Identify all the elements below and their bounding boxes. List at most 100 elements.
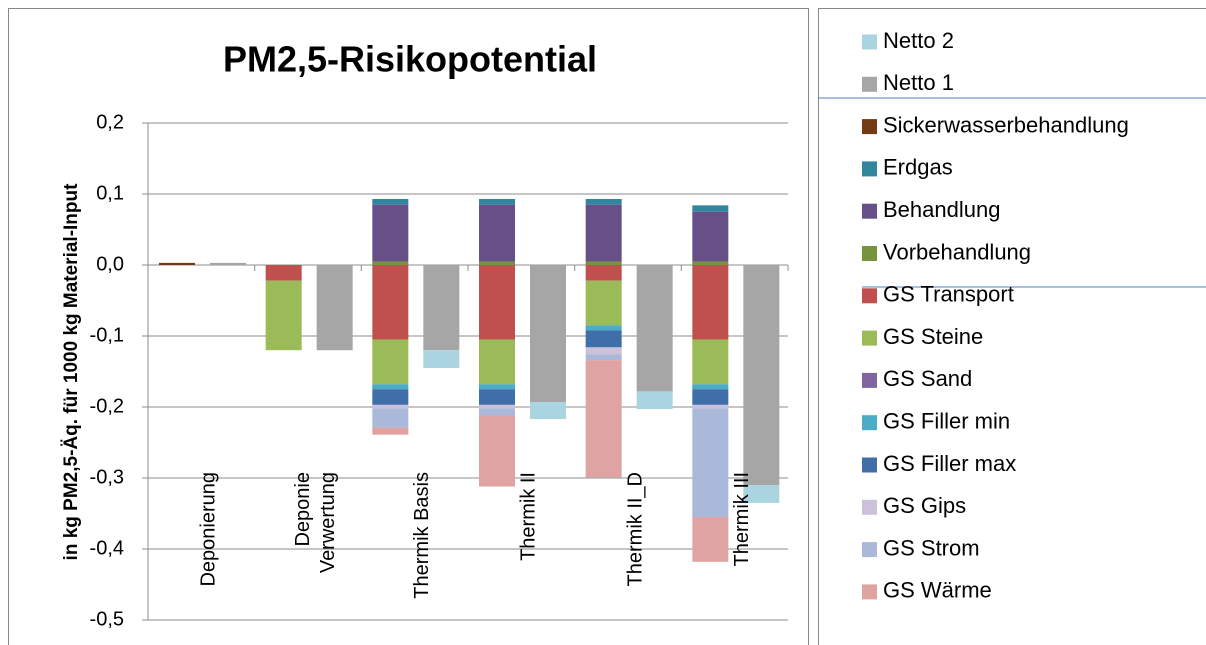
legend-label: Sickerwasserbehandlung bbox=[883, 112, 1129, 137]
bar-segment bbox=[479, 261, 515, 265]
legend-label: GS Sand bbox=[883, 366, 972, 391]
legend-swatch bbox=[862, 246, 877, 261]
legend-label: Netto 2 bbox=[883, 28, 954, 53]
bar-segment bbox=[692, 389, 729, 405]
legend-label: GS Filler max bbox=[883, 451, 1016, 476]
bar-segment bbox=[743, 265, 780, 486]
x-tick-label: Thermik Basis bbox=[411, 472, 433, 599]
bar-segment bbox=[585, 347, 622, 355]
y-tick-label: -0,3 bbox=[90, 466, 124, 488]
legend-swatch bbox=[862, 76, 877, 92]
bar-segment bbox=[585, 204, 622, 262]
bar-segment bbox=[479, 384, 515, 390]
bar-segment bbox=[210, 262, 246, 265]
legend-frame bbox=[818, 8, 1206, 645]
bar-segment bbox=[585, 265, 622, 281]
bar-segment bbox=[479, 389, 515, 405]
bar-segment bbox=[692, 408, 729, 518]
legend-label: Netto 1 bbox=[883, 70, 954, 95]
legend-label: GS Gips bbox=[883, 493, 966, 518]
y-tick-label: 0,1 bbox=[96, 182, 124, 204]
bar-segment bbox=[372, 261, 409, 265]
bar-segment bbox=[585, 325, 622, 331]
bar-segment bbox=[530, 265, 566, 403]
bar-segment bbox=[423, 350, 460, 368]
bar-segment bbox=[479, 408, 515, 416]
bar-segment bbox=[372, 404, 409, 409]
y-tick-label: -0,2 bbox=[90, 395, 124, 417]
bar-segment bbox=[585, 354, 622, 361]
bar-segment bbox=[372, 384, 409, 390]
legend-label: GS Transport bbox=[883, 282, 1014, 307]
bar-segment bbox=[636, 265, 673, 392]
bar-segment bbox=[265, 265, 302, 281]
bar-segment bbox=[372, 389, 409, 405]
x-tick-label: Thermik II_D bbox=[624, 472, 646, 586]
bar-segment bbox=[479, 415, 515, 487]
legend-swatch bbox=[862, 34, 877, 50]
chart-frame bbox=[8, 8, 809, 645]
bar-segment bbox=[479, 404, 515, 409]
legend-swatch bbox=[862, 415, 877, 431]
legend-swatch bbox=[862, 330, 877, 346]
bar-segment bbox=[479, 204, 515, 262]
bar-segment bbox=[316, 265, 353, 351]
bar-segment bbox=[692, 211, 729, 262]
legend-swatch bbox=[862, 584, 877, 600]
bar-segment bbox=[159, 262, 195, 265]
y-tick-label: -0,4 bbox=[90, 537, 124, 559]
bar-segment bbox=[372, 204, 409, 262]
legend-label: GS Wärme bbox=[883, 578, 992, 603]
bar-segment bbox=[585, 330, 622, 348]
bar-segment bbox=[479, 339, 515, 385]
bar-segment bbox=[372, 198, 409, 205]
legend-swatch bbox=[862, 542, 877, 558]
bar-segment bbox=[372, 427, 409, 435]
legend-label: GS Strom bbox=[883, 535, 980, 560]
x-tick-label: Thermik II bbox=[518, 472, 540, 561]
x-tick-label: Thermik III bbox=[731, 472, 753, 566]
bar-segment bbox=[372, 265, 409, 340]
bar-segment bbox=[265, 280, 302, 351]
bar-segment bbox=[530, 402, 566, 420]
bar-segment bbox=[585, 198, 622, 205]
bar-segment bbox=[479, 265, 515, 340]
legend-swatch bbox=[862, 119, 877, 135]
legend-label: GS Filler min bbox=[883, 409, 1010, 434]
y-tick-label: 0,0 bbox=[96, 253, 124, 275]
legend-swatch bbox=[862, 372, 877, 388]
chart-title: PM2,5-Risikopotential bbox=[223, 39, 597, 80]
x-tick-label: Deponierung bbox=[198, 472, 220, 587]
legend-swatch bbox=[862, 499, 877, 515]
legend-swatch bbox=[862, 161, 877, 177]
legend-label: Erdgas bbox=[883, 155, 953, 180]
y-tick-label: -0,5 bbox=[90, 608, 124, 630]
bar-segment bbox=[585, 280, 622, 326]
bar-segment bbox=[692, 384, 729, 390]
bar-segment bbox=[636, 391, 673, 410]
bar-segment bbox=[743, 485, 780, 503]
legend-label: Vorbehandlung bbox=[883, 239, 1031, 264]
x-tick-label: Deponie Verwertung bbox=[292, 472, 339, 573]
bar-segment bbox=[692, 517, 729, 562]
bar-segment bbox=[692, 205, 729, 212]
legend-label: GS Steine bbox=[883, 324, 983, 349]
bar-segment bbox=[372, 408, 409, 428]
legend-swatch bbox=[862, 288, 877, 304]
legend-swatch bbox=[862, 203, 877, 219]
legend-swatch bbox=[862, 457, 877, 473]
legend-label: Behandlung bbox=[883, 197, 1000, 222]
bar-segment bbox=[585, 360, 622, 478]
bar-segment bbox=[479, 198, 515, 205]
bar-segment bbox=[692, 261, 729, 265]
bar-segment bbox=[692, 404, 729, 409]
y-axis-title: in kg PM2,5-Äq. für 1000 kg Material-Inp… bbox=[61, 183, 82, 561]
bar-segment bbox=[372, 339, 409, 385]
bar-segment bbox=[423, 265, 460, 351]
y-tick-label: 0,2 bbox=[96, 111, 124, 133]
bar-segment bbox=[585, 261, 622, 265]
bar-segment bbox=[692, 265, 729, 340]
y-tick-label: -0,1 bbox=[90, 324, 124, 346]
bar-segment bbox=[692, 339, 729, 385]
